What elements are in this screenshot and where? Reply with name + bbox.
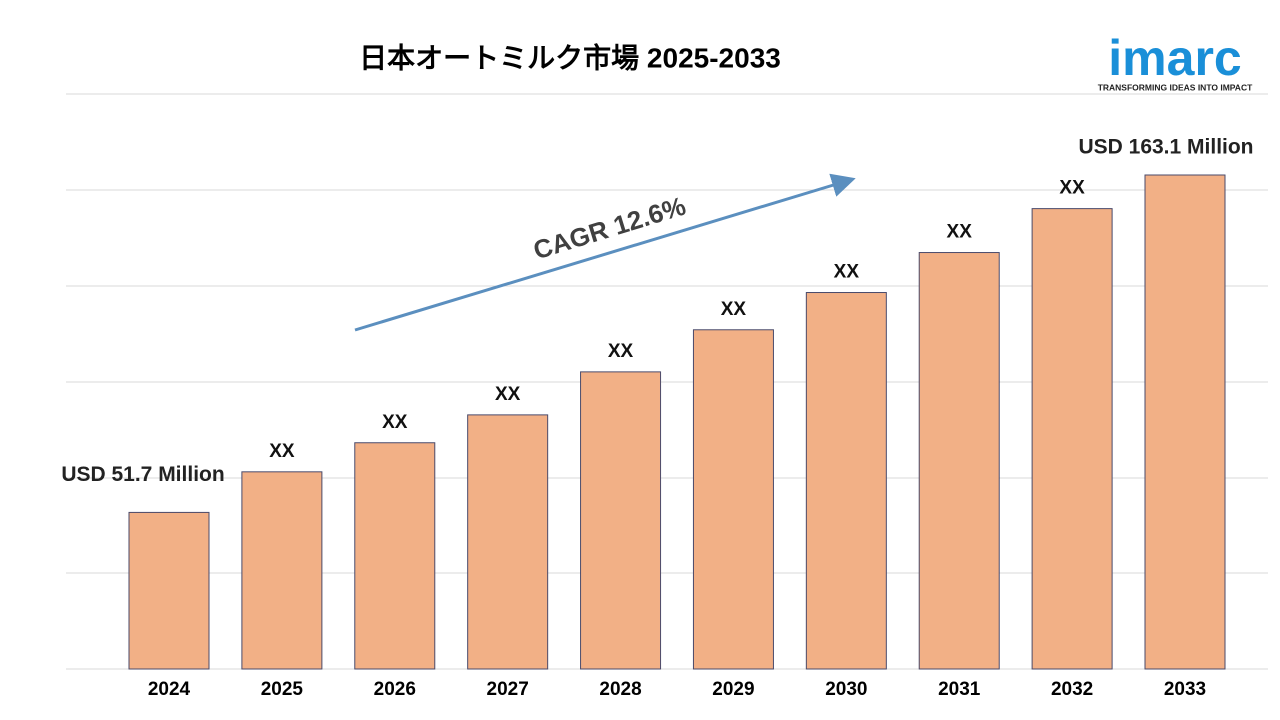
- chart-title: 日本オートミルク市場 2025-2033: [359, 41, 781, 73]
- x-tick-label: 2024: [148, 679, 191, 700]
- bar: [354, 442, 436, 670]
- data-label: USD 163.1 Million: [1078, 136, 1253, 159]
- bar: [241, 471, 323, 670]
- x-tick-label: 2029: [712, 679, 754, 700]
- x-tick-label: 2030: [825, 679, 867, 700]
- x-tick-label: 2025: [261, 679, 304, 700]
- data-label: XX: [947, 222, 973, 243]
- logo: imarc: [1108, 30, 1241, 86]
- data-label: XX: [382, 412, 408, 433]
- data-label: XX: [495, 384, 521, 405]
- data-label: XX: [269, 441, 295, 462]
- x-tick-label: 2028: [599, 679, 641, 700]
- bar: [1144, 174, 1226, 670]
- data-label: USD 51.7 Million: [61, 463, 224, 486]
- bar: [805, 292, 887, 670]
- x-tick-label: 2032: [1051, 679, 1093, 700]
- bar: [467, 414, 549, 670]
- data-label: XX: [834, 262, 860, 283]
- data-label: XX: [721, 299, 747, 320]
- bar: [692, 329, 774, 670]
- x-tick-label: 2031: [938, 679, 981, 700]
- logo-tagline: TRANSFORMING IDEAS INTO IMPACT: [1098, 82, 1253, 92]
- data-label: XX: [1059, 178, 1085, 199]
- data-label: XX: [608, 341, 634, 362]
- bar: [580, 371, 662, 670]
- x-tick-label: 2027: [487, 679, 529, 700]
- x-tick-label: 2026: [374, 679, 416, 700]
- bar: [128, 511, 210, 670]
- x-tick-label: 2033: [1164, 679, 1206, 700]
- bar: [918, 252, 1000, 670]
- cagr-arrow: [354, 173, 856, 332]
- bar: [1031, 208, 1113, 670]
